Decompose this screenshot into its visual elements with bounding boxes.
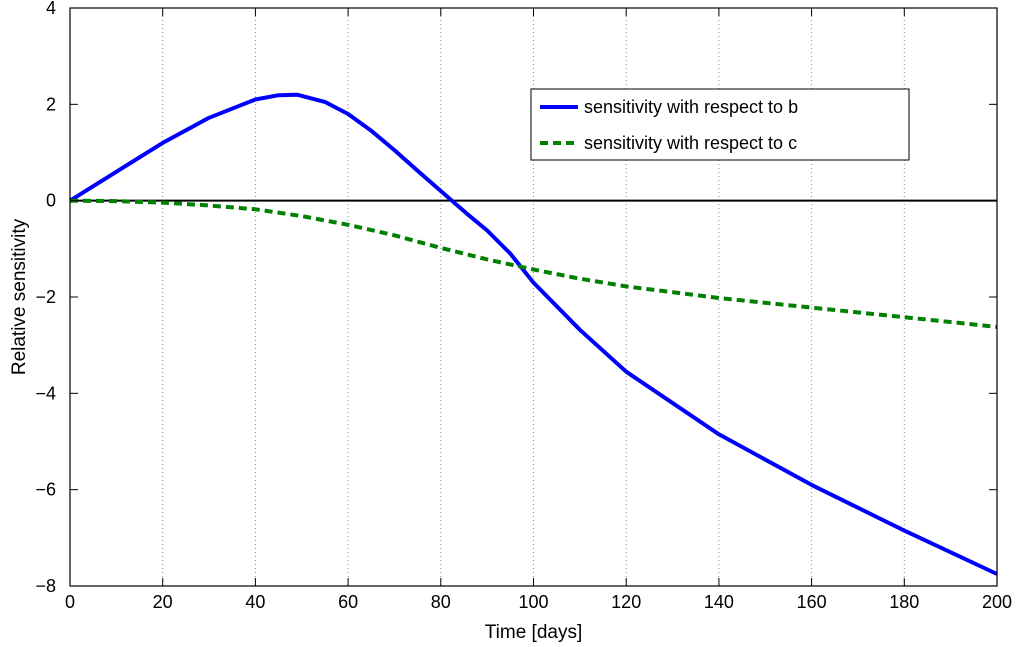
series-layer — [68, 92, 998, 576]
legend-box — [530, 88, 910, 161]
x-tick-label: 80 — [431, 592, 451, 612]
legend-label-c: sensitivity with respect to c — [584, 133, 797, 153]
y-tick-label: −4 — [35, 383, 56, 403]
x-tick-label: 20 — [153, 592, 173, 612]
legend-label-b: sensitivity with respect to b — [584, 97, 798, 117]
x-tick-labels: 0 20 40 60 80 100 120 140 160 180 200 — [65, 592, 1012, 612]
x-tick-label: 200 — [982, 592, 1012, 612]
x-tick-label: 100 — [518, 592, 548, 612]
x-axis-title: Time [days] — [485, 622, 583, 643]
x-tick-label: 160 — [797, 592, 827, 612]
series-line-c — [69, 198, 998, 329]
y-axis-title: Relative sensitivity — [9, 218, 30, 375]
x-tick-label: 180 — [889, 592, 919, 612]
ticks — [69, 7, 998, 587]
x-tick-label: 0 — [65, 592, 75, 612]
y-tick-label: 4 — [46, 0, 56, 18]
y-tick-label: −2 — [35, 287, 56, 307]
y-tick-label: 2 — [46, 94, 56, 114]
y-tick-label: 0 — [46, 191, 56, 211]
y-tick-label: −6 — [35, 480, 56, 500]
y-tick-labels: 4 2 0 −2 −4 −6 −8 — [35, 0, 56, 596]
y-tick-label: −8 — [35, 576, 56, 596]
x-tick-label: 120 — [611, 592, 641, 612]
legend: sensitivity with respect to b sensitivit… — [530, 88, 910, 161]
x-tick-label: 60 — [338, 592, 358, 612]
x-tick-label: 40 — [245, 592, 265, 612]
x-tick-label: 140 — [704, 592, 734, 612]
series-line-b — [68, 92, 998, 576]
